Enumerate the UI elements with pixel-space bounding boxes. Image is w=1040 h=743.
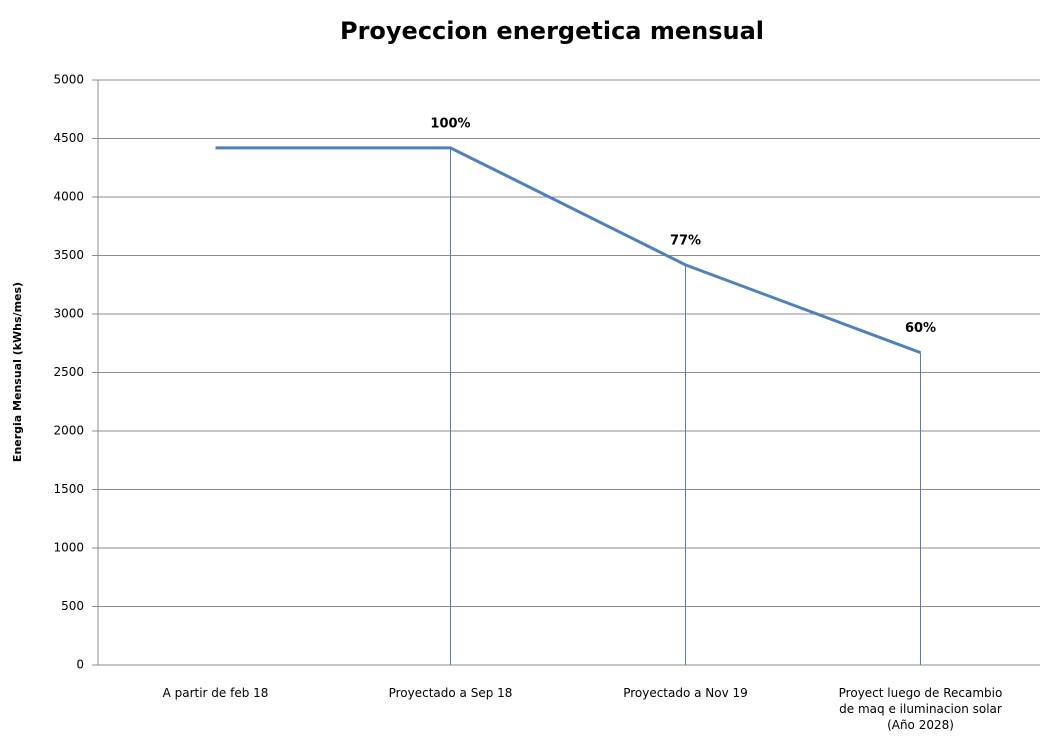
x-tick-label: A partir de feb 18 xyxy=(162,686,269,700)
y-tick-label: 5000 xyxy=(53,73,84,87)
y-tick-label: 3000 xyxy=(53,307,84,321)
data-annotation: 77% xyxy=(670,233,701,248)
data-annotation: 100% xyxy=(430,116,470,131)
x-tick-label: Proyectado a Sep 18 xyxy=(388,686,513,700)
y-tick-label: 0 xyxy=(76,658,84,672)
y-tick-label: 2500 xyxy=(53,365,84,379)
y-tick-label: 4000 xyxy=(53,190,84,204)
y-tick-label: 4500 xyxy=(53,131,84,145)
chart-title: Proyeccion energetica mensual xyxy=(340,17,764,45)
y-tick-label: 500 xyxy=(61,599,84,613)
series-line xyxy=(215,146,922,355)
x-tick-label: Proyectado a Nov 19 xyxy=(623,686,748,700)
data-annotation: 60% xyxy=(905,321,936,336)
x-tick-label: Proyect luego de Recambio de maq e ilumi… xyxy=(838,686,1003,732)
y-tick-label: 2000 xyxy=(53,424,84,438)
y-tick-label: 1000 xyxy=(53,541,84,555)
y-tick-label: 3500 xyxy=(53,248,84,262)
y-axis-label: Energia Mensual (kWhs/mes) xyxy=(11,282,24,462)
y-tick-label: 1500 xyxy=(53,482,84,496)
